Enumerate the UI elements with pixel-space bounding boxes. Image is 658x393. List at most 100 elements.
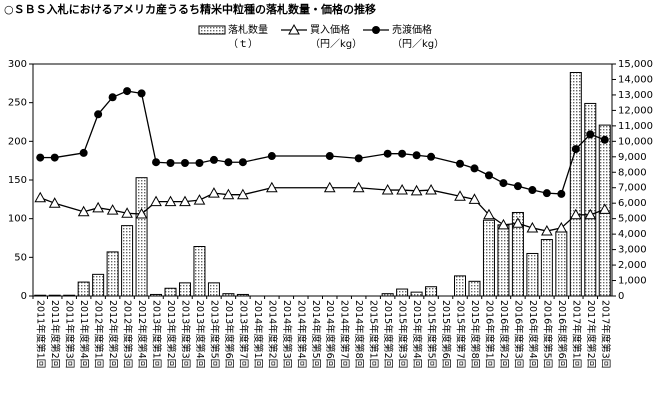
x-tick-label: 2016年度第3回 <box>512 300 524 368</box>
series-line <box>459 133 605 195</box>
bar <box>497 224 510 297</box>
marker <box>484 171 493 180</box>
legend-marker <box>372 26 380 34</box>
gap-connector <box>358 153 388 159</box>
y-tick-label: 300 <box>8 59 27 70</box>
marker <box>542 189 551 198</box>
marker <box>541 225 553 236</box>
marker <box>528 186 537 195</box>
y2-tick-label: 4,000 <box>618 229 647 240</box>
marker <box>237 188 249 200</box>
marker <box>135 207 148 219</box>
x-tick-label: 2015年度第1回 <box>368 300 380 368</box>
marker <box>150 195 162 207</box>
marker <box>454 190 466 201</box>
marker <box>584 208 597 220</box>
gap-connector <box>242 187 272 196</box>
x-tick-label: 2014年度第8回 <box>353 300 365 368</box>
marker <box>396 184 408 195</box>
marker <box>470 164 479 173</box>
gap-connector <box>358 187 388 191</box>
marker <box>222 188 235 200</box>
y2-tick-label: 3,000 <box>618 245 647 256</box>
marker <box>427 152 436 161</box>
marker <box>208 187 220 198</box>
bar <box>482 219 495 297</box>
x-tick-label: 2012年度第2回 <box>107 300 119 368</box>
y-tick-label: 250 <box>8 98 27 109</box>
bar <box>121 225 134 297</box>
marker <box>267 152 276 161</box>
bar <box>468 280 481 297</box>
marker <box>497 218 510 230</box>
x-tick-label: 2016年度第1回 <box>483 300 495 368</box>
marker <box>352 181 365 193</box>
marker <box>569 208 582 220</box>
x-tick-label: 2014年度第6回 <box>324 300 336 368</box>
marker <box>209 155 218 164</box>
marker <box>108 93 117 102</box>
x-tick-label: 2017年度第1回 <box>570 300 582 368</box>
x-tick-label: 2012年度第4回 <box>136 300 148 368</box>
x-tick-label: 2015年度第6回 <box>440 300 452 368</box>
bar <box>381 293 394 297</box>
marker <box>164 195 177 207</box>
marker <box>323 181 336 193</box>
y-tick-label: 200 <box>8 136 27 147</box>
marker <box>526 221 539 233</box>
bar <box>410 291 423 297</box>
marker <box>265 181 278 193</box>
marker <box>94 110 103 119</box>
legend-label: 買入価格 <box>310 23 350 36</box>
legend-swatch <box>198 25 226 35</box>
marker <box>92 201 104 213</box>
x-tick-label: 2016年度第5回 <box>541 300 553 368</box>
x-tick-label: 2014年度第3回 <box>281 300 293 368</box>
bar <box>48 294 61 297</box>
legend-unit: （ｔ） <box>228 38 258 50</box>
marker <box>555 221 568 233</box>
marker <box>468 193 481 204</box>
bar <box>569 72 582 297</box>
legend <box>195 22 440 52</box>
x-tick-label: 2015年度第8回 <box>469 300 481 368</box>
marker <box>238 158 247 167</box>
bar <box>178 282 191 297</box>
bar <box>193 246 206 297</box>
y2-tick-label: 15,000 <box>618 59 653 70</box>
marker <box>456 159 465 168</box>
series-line <box>83 90 243 164</box>
marker <box>152 158 161 167</box>
marker <box>166 158 175 167</box>
bar <box>526 252 539 297</box>
bar <box>77 281 90 297</box>
marker <box>325 152 334 161</box>
bar <box>92 273 105 297</box>
y2-tick-label: 12,000 <box>618 105 653 116</box>
marker <box>123 87 132 96</box>
x-tick-label: 2015年度第4回 <box>411 300 423 368</box>
y2-tick-label: 6,000 <box>618 198 647 209</box>
x-tick-label: 2012年度第3回 <box>122 300 134 368</box>
y2-tick-label: 8,000 <box>618 167 647 178</box>
x-tick-label: 2014年度第7回 <box>339 300 351 368</box>
x-tick-label: 2013年度第6回 <box>223 300 235 368</box>
marker <box>383 149 392 158</box>
x-tick-label: 2016年度第4回 <box>527 300 539 368</box>
marker <box>224 158 233 167</box>
legend-unit: （円／kg） <box>310 38 362 50</box>
legend-unit: （円／kg） <box>392 38 444 50</box>
gap-connector <box>430 189 461 197</box>
x-tick-label: 2015年度第7回 <box>455 300 467 368</box>
bar <box>34 294 47 297</box>
bar <box>207 282 220 297</box>
plot-area <box>32 63 613 297</box>
x-tick-label: 2013年度第5回 <box>208 300 220 368</box>
gap-connector <box>242 155 272 163</box>
x-tick-label: 2016年度第2回 <box>498 300 510 368</box>
y-tick-label: 150 <box>8 175 27 186</box>
marker <box>193 194 206 205</box>
marker <box>137 89 146 98</box>
marker <box>195 158 204 167</box>
x-tick-label: 2013年度第7回 <box>237 300 249 368</box>
